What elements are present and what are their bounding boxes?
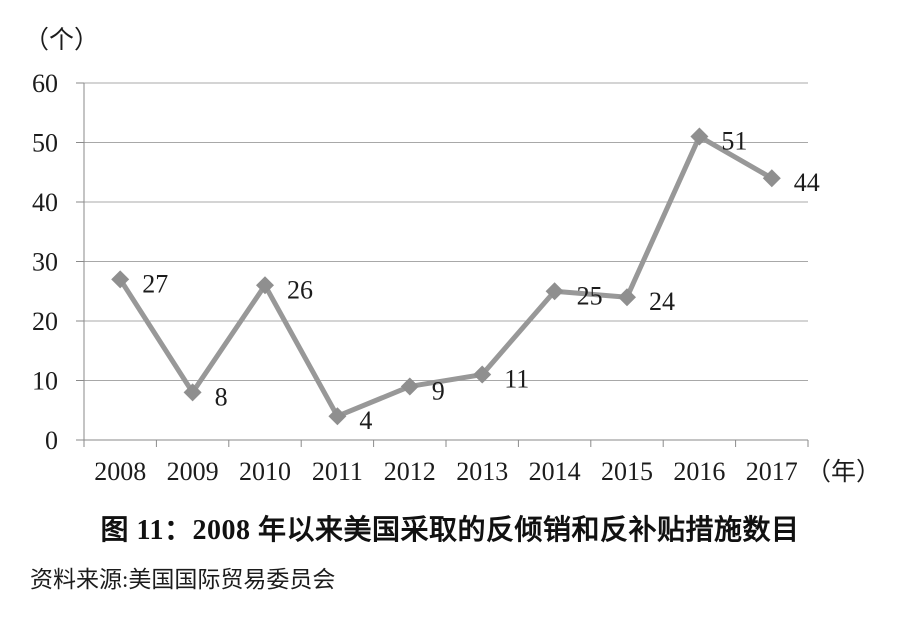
y-tick-label: 0 <box>45 426 58 455</box>
data-label: 27 <box>142 269 168 298</box>
x-tick-label: 2015 <box>601 457 653 486</box>
data-point-marker <box>690 127 709 146</box>
y-tick-label: 10 <box>32 367 58 396</box>
x-tick-label: 2009 <box>167 457 219 486</box>
data-label: 25 <box>577 281 603 310</box>
x-tick-label: 2012 <box>384 457 436 486</box>
x-tick-label: 2008 <box>94 457 146 486</box>
data-point-marker <box>618 288 636 307</box>
line-chart: 0 10 20 30 40 50 60 2008 2009 2010 2011 2012 2013 201… <box>24 26 881 486</box>
data-label: 24 <box>649 287 675 316</box>
data-point-marker <box>473 365 492 384</box>
source-note: 资料来源:美国国际贸易委员会 <box>30 567 336 592</box>
data-label: 8 <box>215 382 228 411</box>
y-tick-label: 40 <box>32 188 58 217</box>
data-point-marker <box>111 270 130 289</box>
data-label: 9 <box>432 376 445 405</box>
y-tick-label: 60 <box>32 69 58 98</box>
data-point-marker <box>183 383 202 402</box>
data-label: 11 <box>504 365 529 394</box>
data-label: 4 <box>359 406 372 435</box>
x-axis-unit-label: （年） <box>806 458 881 486</box>
data-point-marker <box>545 282 564 301</box>
data-point-marker <box>328 407 347 426</box>
y-tick-label: 50 <box>32 129 58 158</box>
data-label: 26 <box>287 275 313 304</box>
data-point-marker <box>762 169 781 188</box>
figure-caption: 图 11：2008 年以来美国采取的反倾销和反补贴措施数目 <box>100 515 800 546</box>
series-line <box>117 134 775 419</box>
data-point-marker <box>256 276 274 295</box>
x-tick-label: 2011 <box>312 457 363 486</box>
x-tick-label: 2013 <box>456 457 508 486</box>
y-tick-label: 20 <box>32 307 58 336</box>
x-tick-label: 2010 <box>239 457 291 486</box>
x-tick-label: 2017 <box>746 457 798 486</box>
x-tick-label: 2014 <box>529 457 581 486</box>
data-point-marker <box>400 377 419 396</box>
x-tick-label: 2016 <box>673 457 725 486</box>
y-tick-label: 30 <box>32 248 58 277</box>
data-label: 44 <box>794 168 820 197</box>
y-axis-unit-label: （个） <box>24 26 99 54</box>
data-label: 51 <box>721 127 747 156</box>
